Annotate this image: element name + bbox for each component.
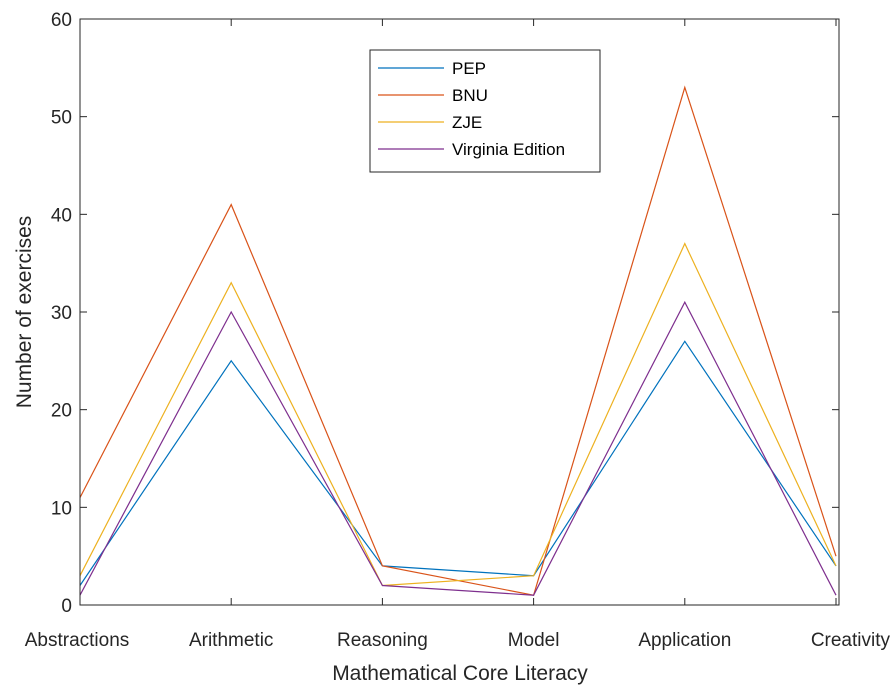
y-tick-label: 20 — [51, 401, 72, 422]
x-tick-label: Abstractions — [25, 630, 130, 651]
y-tick-label: 40 — [51, 205, 72, 226]
series-line-2 — [79, 242, 837, 587]
legend-label-1: BNU — [452, 86, 488, 105]
y-tick-label: 30 — [51, 303, 72, 324]
legend: PEP BNU ZJE Virginia Edition — [369, 49, 601, 173]
x-axis-label: Mathematical Core Literacy — [332, 662, 588, 685]
x-ticks: Abstractions Arithmetic Reasoning Model Appl… — [25, 19, 891, 651]
x-tick-label: Arithmetic — [189, 630, 273, 651]
x-tick-label: Creativity — [811, 630, 891, 651]
y-tick-label: 50 — [51, 108, 72, 129]
y-ticks: 0 10 20 30 40 50 60 — [51, 10, 839, 617]
series-line-0 — [79, 340, 837, 586]
legend-label-0: PEP — [452, 59, 486, 78]
y-tick-label: 60 — [51, 10, 72, 31]
x-tick-label: Application — [638, 630, 731, 651]
series-line-3 — [79, 300, 837, 596]
x-tick-label: Model — [508, 630, 560, 651]
y-tick-label: 10 — [51, 498, 72, 519]
legend-box — [369, 49, 601, 173]
y-tick-label: 0 — [61, 596, 72, 617]
x-tick-label: Reasoning — [337, 630, 428, 651]
y-axis-label: Number of exercises — [13, 216, 36, 409]
series-lines — [79, 85, 837, 596]
legend-label-2: ZJE — [452, 113, 482, 132]
legend-label-3: Virginia Edition — [452, 140, 565, 159]
